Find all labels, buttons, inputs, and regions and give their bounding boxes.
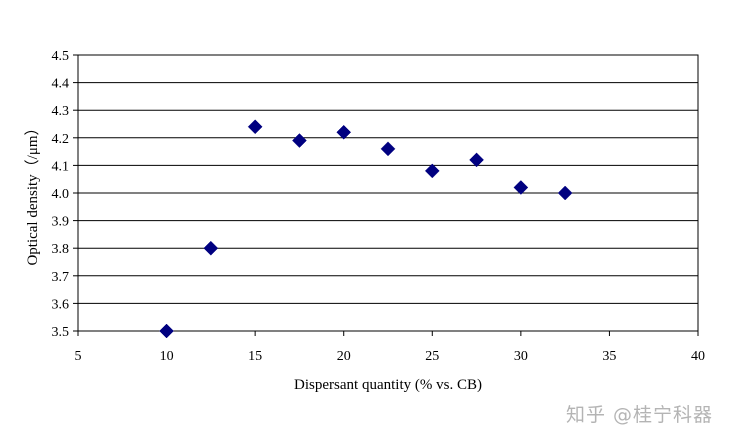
y-tick-label: 4.5: [52, 49, 70, 64]
data-point: [292, 133, 307, 148]
data-point: [380, 141, 396, 157]
y-axis-ticks: 3.5 3.6 3.7 3.8 3.9 4.0 4.1 4.2 4.3 4.4 4.5: [52, 49, 78, 340]
y-tick-label: 3.5: [52, 325, 70, 340]
y-tick-label: 4.0: [52, 187, 70, 202]
x-tick-label: 25: [425, 349, 439, 364]
grid-lines: [78, 82, 698, 304]
y-tick-label: 3.6: [52, 297, 70, 312]
x-tick-label: 35: [602, 349, 616, 364]
data-point: [336, 124, 352, 140]
x-tick-label: 5: [75, 349, 82, 364]
y-tick-label: 4.2: [52, 132, 70, 147]
data-points: [159, 119, 573, 339]
y-tick-label: 4.1: [52, 159, 70, 174]
data-point: [159, 323, 174, 339]
x-tick-label: 30: [514, 349, 528, 364]
x-tick-label: 10: [160, 349, 174, 364]
y-tick-label: 3.7: [52, 270, 70, 285]
x-tick-label: 40: [691, 349, 705, 364]
data-point: [203, 240, 219, 256]
data-point: [424, 163, 440, 179]
x-axis-ticks: 5 10 15 20 25 30 35 40: [75, 331, 705, 364]
x-axis-title: Dispersant quantity (% vs. CB): [294, 377, 482, 393]
y-axis-title: Optical density（/μm）: [24, 120, 41, 265]
y-tick-label: 4.4: [52, 77, 70, 92]
y-tick-label: 3.9: [52, 215, 70, 230]
watermark: 知乎 @桂宁科器: [565, 404, 713, 426]
data-point: [557, 185, 573, 201]
data-point: [469, 152, 484, 168]
y-tick-label: 4.3: [52, 104, 70, 119]
data-point: [247, 119, 263, 135]
y-tick-label: 3.8: [52, 242, 70, 257]
data-point: [513, 180, 529, 195]
x-tick-label: 20: [337, 349, 351, 364]
x-tick-label: 15: [248, 349, 262, 364]
